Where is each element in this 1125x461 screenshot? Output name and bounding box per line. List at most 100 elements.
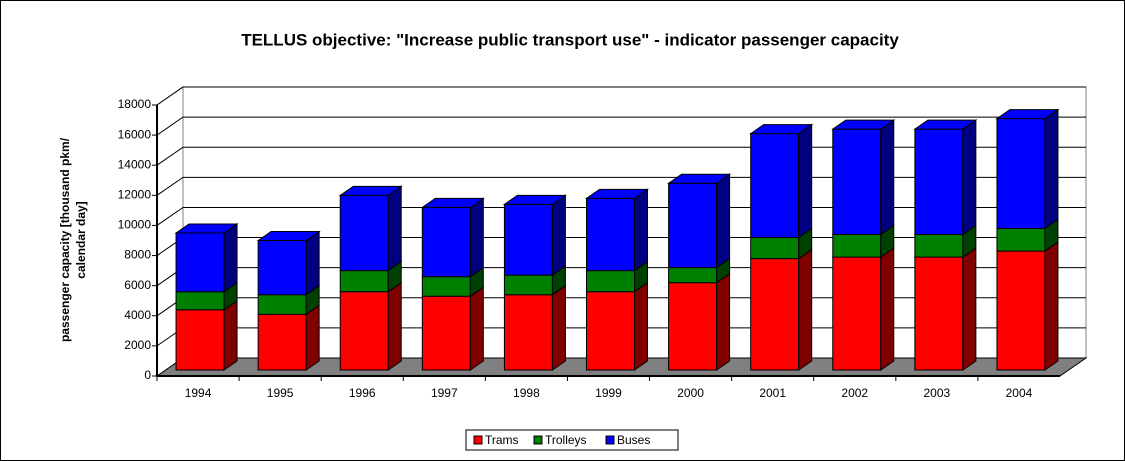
bar-side	[634, 188, 648, 272]
bar-segment	[257, 284, 320, 316]
bar-front	[668, 182, 718, 269]
bar-front	[421, 276, 471, 297]
grid-line	[156, 116, 1086, 136]
bar-segment	[174, 223, 239, 293]
bar-front	[914, 234, 964, 258]
bar-front	[257, 294, 307, 315]
bar-top	[174, 223, 239, 234]
x-tick-label: 1999	[595, 386, 622, 400]
bar-segment	[832, 224, 895, 259]
x-tick-label: 2003	[924, 386, 951, 400]
bar-segment	[256, 230, 321, 296]
y-tick-label: 12000	[118, 188, 152, 202]
bar-segment	[338, 185, 403, 272]
bar-top	[338, 185, 403, 196]
bar-side	[223, 299, 238, 371]
bar-front	[832, 256, 882, 371]
bar-segment	[831, 119, 896, 236]
bar-segment	[257, 304, 320, 371]
y-tick-label: 4000	[124, 308, 151, 322]
bar-segment	[914, 247, 977, 371]
y-tick-label: 14000	[118, 157, 152, 171]
bar-segment	[586, 281, 648, 371]
legend-swatch	[533, 435, 543, 445]
y-tick-label: 18000	[118, 97, 152, 111]
bar-front	[257, 313, 307, 371]
x-tick-label: 2001	[759, 386, 786, 400]
bar-top	[749, 124, 814, 135]
bar-segment	[421, 286, 484, 371]
bar-segment	[749, 123, 814, 239]
legend-swatch	[605, 435, 615, 445]
bar-segment	[503, 284, 566, 371]
bar-front	[832, 128, 882, 235]
x-tick-label: 2004	[1006, 386, 1033, 400]
x-tick-label: 1997	[431, 386, 458, 400]
bar-side	[469, 286, 484, 371]
bar-side	[716, 173, 731, 269]
bar-front	[175, 291, 225, 311]
bar-top	[995, 109, 1060, 120]
bar-segment	[832, 247, 895, 371]
bar-segment	[502, 194, 568, 277]
bar-front	[339, 270, 389, 293]
bar-segment	[584, 188, 650, 272]
bar-side	[1044, 241, 1059, 371]
bar-segment	[666, 173, 732, 269]
bar-segment	[339, 260, 402, 293]
bar-front	[586, 197, 635, 272]
bar-side	[387, 281, 402, 371]
legend-box	[465, 429, 679, 451]
bar-side	[962, 119, 977, 236]
bar-segment	[750, 227, 813, 260]
bar-front	[832, 234, 882, 258]
x-tick-label: 2000	[677, 386, 704, 400]
y-axis-label: calendar day]	[74, 201, 88, 278]
y-tick-label: 2000	[124, 338, 151, 352]
bar-front	[175, 232, 225, 293]
bar-front	[914, 256, 964, 371]
bar-segment	[668, 272, 731, 371]
bar-segment	[420, 197, 485, 278]
x-tick-label: 1998	[513, 386, 540, 400]
bar-top	[666, 173, 732, 184]
bar-front	[668, 282, 718, 371]
bar-top	[584, 188, 650, 199]
bar-side	[962, 247, 977, 371]
bar-top	[420, 197, 485, 208]
bar-front	[503, 294, 553, 371]
bar-front	[421, 206, 471, 278]
chart-title: TELLUS objective: "Increase public trans…	[241, 30, 899, 49]
bar-segment	[913, 119, 978, 236]
bar-side	[880, 119, 895, 236]
bar-side	[798, 123, 813, 239]
bar-side	[716, 272, 731, 371]
bar-segment	[996, 241, 1059, 371]
y-tick-label: 6000	[124, 278, 151, 292]
bar-front	[175, 309, 225, 371]
bar-top	[256, 231, 321, 242]
bar-front	[668, 267, 718, 284]
bar-front	[586, 291, 635, 371]
bar-front	[503, 274, 553, 296]
bar-side	[305, 304, 320, 371]
bar-front	[421, 295, 471, 371]
bar-segment	[995, 108, 1060, 230]
bar-segment	[750, 248, 813, 371]
x-tick-label: 2002	[841, 386, 868, 400]
legend-label: Buses	[617, 433, 650, 447]
bar-front	[586, 270, 635, 293]
legend-swatch	[473, 435, 483, 445]
x-tick-label: 1994	[185, 386, 212, 400]
y-tick-label: 10000	[118, 218, 152, 232]
bar-front	[750, 133, 800, 239]
bar-side	[1044, 108, 1059, 230]
grid-line	[156, 86, 1086, 106]
y-tick-label: 8000	[124, 248, 151, 262]
bar-side	[634, 281, 648, 371]
legend-label: Trolleys	[545, 433, 587, 447]
bar-segment	[914, 224, 977, 259]
bar-front	[750, 258, 800, 371]
bar-front	[339, 194, 389, 272]
